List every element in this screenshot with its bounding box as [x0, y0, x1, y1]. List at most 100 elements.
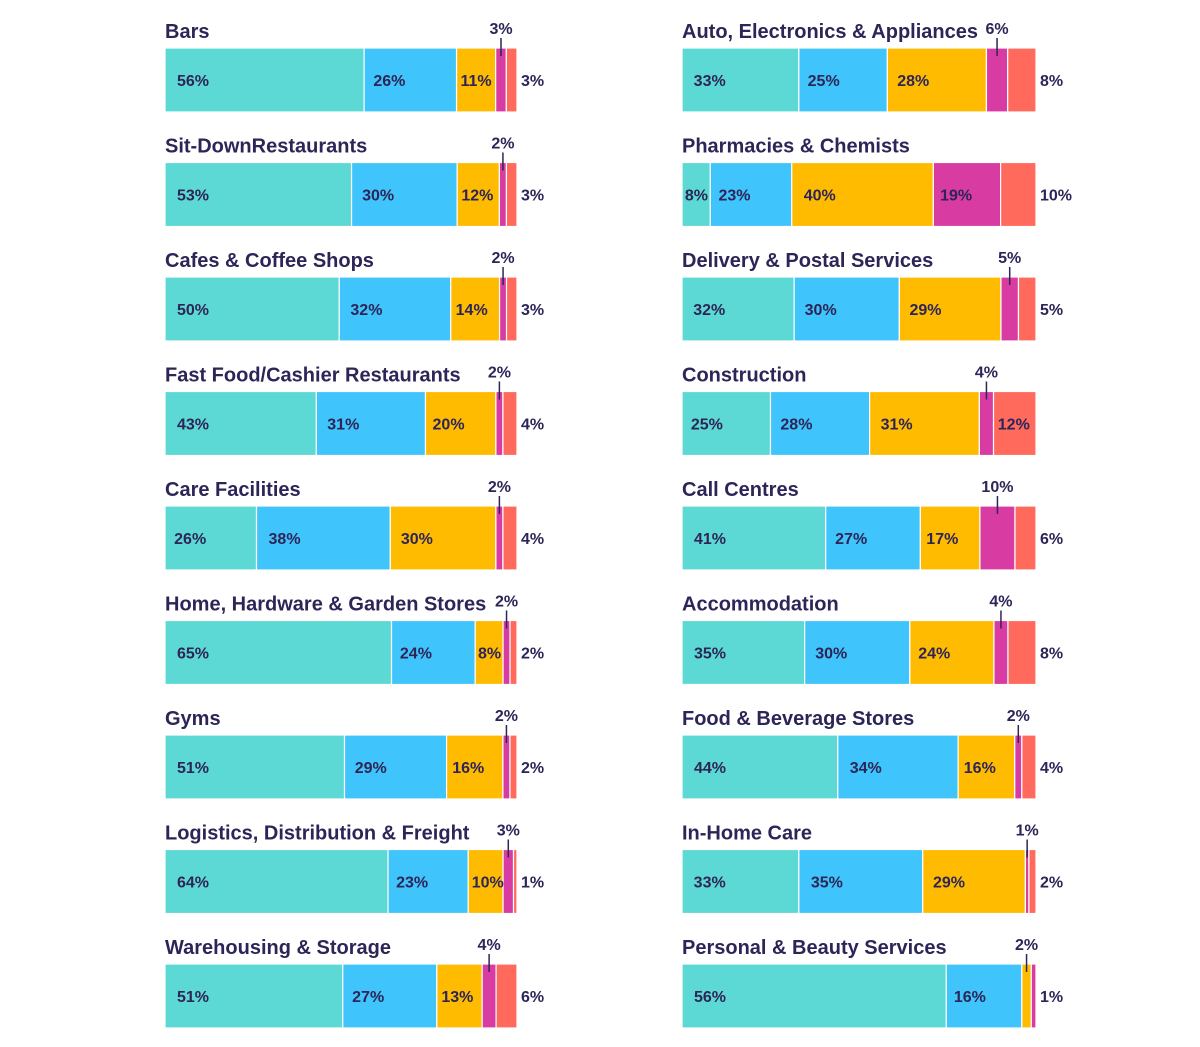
bar-segment — [681, 848, 800, 915]
segment-label: 23% — [396, 875, 428, 892]
bar-segment — [837, 734, 959, 800]
category-title: Bars — [165, 21, 209, 43]
segment-label: 2% — [495, 708, 518, 725]
bar-segment — [1007, 619, 1037, 686]
segment-label: 5% — [998, 250, 1021, 267]
bar-segment — [505, 276, 518, 342]
segment-label: 29% — [909, 302, 941, 319]
segment-label: 35% — [811, 875, 843, 892]
bar-segment — [681, 963, 947, 1029]
bar-segment — [456, 161, 501, 228]
bar-segment — [681, 390, 772, 457]
bar-panel: Accommodation 35% 30% 24% 4% 8% — [681, 594, 1063, 686]
segment-label: 27% — [352, 989, 384, 1006]
segment-label: 6% — [1040, 531, 1063, 548]
bar-segment — [791, 161, 934, 228]
segment-label: 1% — [521, 875, 544, 892]
segment-label: 28% — [780, 417, 812, 434]
segment-label: 44% — [694, 760, 726, 777]
bar-segment — [495, 390, 504, 457]
segment-label: 16% — [964, 760, 996, 777]
category-title: Gyms — [165, 708, 221, 730]
bar-segment — [681, 619, 806, 686]
segment-label: 4% — [478, 937, 501, 954]
segment-label: 2% — [521, 646, 544, 663]
segment-label: 13% — [441, 989, 473, 1006]
segment-label: 3% — [497, 823, 520, 840]
bar-segment — [681, 505, 827, 571]
category-title: Construction — [682, 365, 806, 387]
segment-label: 40% — [804, 188, 836, 205]
bar-segment — [390, 619, 476, 686]
category-title: Delivery & Postal Services — [682, 250, 933, 272]
bar-panel: Gyms 51% 29% 16% 2% 2% — [164, 708, 544, 800]
category-title: Care Facilities — [165, 479, 301, 501]
segment-label: 41% — [694, 531, 726, 548]
segment-label: 43% — [177, 417, 209, 434]
segment-label: 1% — [1040, 989, 1063, 1006]
bar-segment — [450, 276, 501, 342]
bar-segment — [495, 963, 518, 1029]
segment-label: 8% — [685, 188, 708, 205]
segment-label: 8% — [1040, 646, 1063, 663]
segment-label: 33% — [694, 73, 726, 90]
segment-label: 10% — [472, 875, 504, 892]
bar-segment — [509, 734, 518, 800]
segment-label: 8% — [1040, 73, 1063, 90]
bar-segment — [505, 161, 518, 228]
bar-segment — [919, 505, 981, 571]
bar-segment — [164, 963, 344, 1029]
category-title: Auto, Electronics & Appliances — [682, 21, 978, 43]
segment-label: 1% — [1016, 823, 1039, 840]
bar-segment — [1017, 276, 1037, 342]
bar-segment — [467, 848, 504, 915]
bar-segment — [164, 505, 258, 571]
segment-label: 17% — [926, 531, 958, 548]
bar-segment — [1021, 734, 1037, 800]
bar-panel: Delivery & Postal Services 32% 30% 29% 5% 5% — [681, 250, 1063, 342]
bar-segment — [992, 390, 1037, 457]
segment-label: 26% — [373, 73, 405, 90]
segment-label: 2% — [491, 136, 514, 153]
segment-label: 31% — [881, 417, 913, 434]
segment-label: 6% — [521, 989, 544, 1006]
bar-segment — [1030, 963, 1037, 1029]
bar-panel: Call Centres 41% 27% 17% 10% 6% — [681, 479, 1063, 571]
category-title: Cafes & Coffee Shops — [165, 250, 374, 272]
bar-panel: Bars 56% 26% 11% 3% 3% — [164, 21, 544, 113]
category-title: Warehousing & Storage — [165, 937, 391, 959]
bar-segment — [1021, 963, 1032, 1029]
bar-panel: Construction 25% 28% 31% 4% 12% — [681, 365, 1037, 457]
segment-label: 14% — [456, 302, 488, 319]
segment-label: 50% — [177, 302, 209, 319]
segment-label: 3% — [521, 188, 544, 205]
bar-segment — [436, 963, 483, 1029]
bar-segment — [338, 276, 452, 342]
segment-label: 4% — [989, 594, 1012, 611]
segment-label: 8% — [478, 646, 501, 663]
category-title: Fast Food/Cashier Restaurants — [165, 365, 461, 387]
segment-label: 11% — [460, 73, 491, 90]
segment-label: 19% — [940, 188, 972, 205]
segment-label: 34% — [850, 760, 882, 777]
bar-segment — [502, 619, 511, 686]
segment-label: 16% — [452, 760, 484, 777]
segment-label: 4% — [975, 365, 998, 382]
segment-label: 53% — [177, 188, 209, 205]
category-title: Home, Hardware & Garden Stores — [165, 594, 486, 616]
segment-label: 29% — [933, 875, 965, 892]
segment-label: 10% — [1040, 188, 1072, 205]
segment-label: 2% — [488, 479, 511, 496]
segment-label: 12% — [461, 188, 493, 205]
segment-label: 3% — [489, 21, 512, 38]
bar-segment — [681, 276, 795, 342]
segment-label: 29% — [355, 760, 387, 777]
bar-segment — [502, 390, 518, 457]
bar-panel: Warehousing & Storage 51% 27% 13% 4% 6% — [164, 937, 544, 1029]
segment-label: 2% — [488, 365, 511, 382]
bar-segment — [512, 848, 518, 915]
bar-panel: Sit-DownRestaurants 53% 30% 12% 2% 3% — [164, 136, 544, 228]
segment-label: 51% — [177, 989, 209, 1006]
bar-panel: Home, Hardware & Garden Stores 65% 24% 8% 2%… — [164, 594, 544, 686]
segment-label: 2% — [495, 594, 518, 611]
